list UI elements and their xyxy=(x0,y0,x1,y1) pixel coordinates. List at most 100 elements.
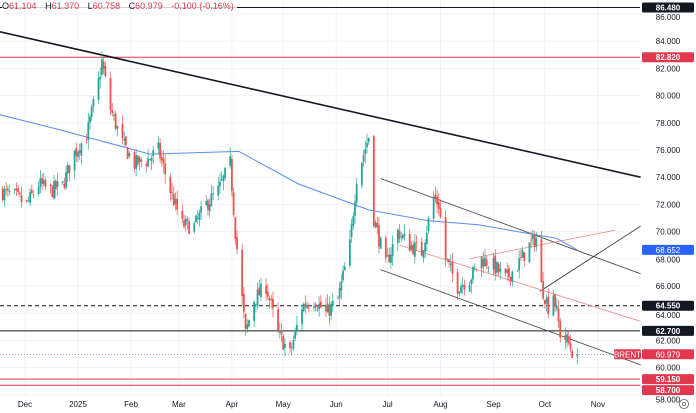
candle xyxy=(44,180,47,187)
candle xyxy=(343,266,346,271)
candle xyxy=(566,334,568,343)
candle xyxy=(162,158,165,164)
candle xyxy=(61,181,64,183)
trendline xyxy=(539,225,641,292)
level-label-bg xyxy=(642,374,694,385)
candle xyxy=(439,207,442,217)
candle xyxy=(376,223,379,228)
candle xyxy=(65,172,67,188)
candle xyxy=(372,136,375,226)
candle xyxy=(42,179,45,185)
candle xyxy=(557,308,560,322)
candle xyxy=(420,241,423,256)
candle xyxy=(328,304,331,316)
candle xyxy=(99,76,102,80)
candle xyxy=(543,300,546,305)
candle xyxy=(316,309,319,311)
candle xyxy=(229,156,232,166)
candle xyxy=(20,195,23,203)
y-tick-label: 62.000 xyxy=(656,336,681,345)
candle xyxy=(331,300,334,306)
candle xyxy=(542,281,545,299)
candle xyxy=(519,256,522,258)
candle xyxy=(256,289,259,307)
candle xyxy=(446,258,449,260)
price-label-bg xyxy=(642,349,694,360)
time-axis[interactable]: Dec 2025 Feb Mar Apr May Jun Jul Aug Sep Oct Nov xyxy=(18,400,605,409)
candle xyxy=(128,153,131,157)
candle xyxy=(232,192,235,215)
ma-label: 68.652 xyxy=(656,246,681,255)
y-tick-label: 74.000 xyxy=(656,173,681,182)
candle xyxy=(208,204,211,212)
candle xyxy=(552,295,555,316)
candle xyxy=(301,309,303,325)
x-tick-label: May xyxy=(276,400,291,409)
candle xyxy=(352,216,355,226)
candle xyxy=(496,262,498,273)
candle xyxy=(102,61,105,69)
candle xyxy=(400,236,403,237)
candle xyxy=(422,250,425,258)
candle xyxy=(458,291,461,294)
candle xyxy=(222,175,225,182)
open-value: O61.104 xyxy=(2,1,37,11)
candle xyxy=(448,259,450,263)
candle xyxy=(6,188,9,191)
candle xyxy=(338,287,341,299)
candle xyxy=(92,98,95,107)
candle xyxy=(148,159,151,160)
candle xyxy=(313,306,315,308)
candle xyxy=(242,293,245,313)
candle xyxy=(39,178,42,187)
candle xyxy=(282,335,285,350)
candle xyxy=(196,217,199,219)
candle xyxy=(248,320,250,327)
symbol-label: BRENT xyxy=(614,350,641,359)
candle xyxy=(207,200,209,210)
candle xyxy=(499,268,502,272)
level-label-bg xyxy=(642,52,694,63)
price-axis[interactable]: 58.000 60.000 62.000 64.000 66.000 68.000 70.0… xyxy=(656,13,681,405)
candle xyxy=(147,158,150,167)
level-label-bg xyxy=(642,2,694,13)
candle xyxy=(508,268,510,277)
y-tick-label: 68.000 xyxy=(656,255,681,264)
candle xyxy=(231,158,233,192)
candle xyxy=(472,267,474,280)
symbol-label-bg xyxy=(614,349,641,360)
candle xyxy=(260,283,262,297)
candle xyxy=(304,303,307,308)
candle xyxy=(326,303,329,313)
candle xyxy=(121,123,124,138)
candle xyxy=(535,238,538,247)
settings-icon[interactable] xyxy=(679,399,689,409)
candle xyxy=(124,136,127,146)
candle xyxy=(217,185,220,196)
candle xyxy=(53,181,55,199)
candle xyxy=(224,167,226,178)
candle xyxy=(559,321,562,338)
candle xyxy=(342,270,344,281)
x-tick-label: Jun xyxy=(330,400,343,409)
candle xyxy=(152,150,155,157)
candle xyxy=(473,267,476,269)
candle xyxy=(77,151,79,157)
candle xyxy=(384,237,387,258)
candle xyxy=(410,245,413,250)
candle xyxy=(30,189,33,193)
candle xyxy=(254,303,257,305)
y-tick-label: 58.000 xyxy=(656,396,681,405)
candle xyxy=(425,232,428,245)
candle xyxy=(17,188,20,192)
candle xyxy=(171,191,173,193)
candle xyxy=(198,212,201,220)
candle xyxy=(126,147,129,159)
candle xyxy=(241,249,244,297)
level-label: 86.480 xyxy=(656,3,681,12)
candle xyxy=(504,268,507,274)
candle xyxy=(362,154,365,162)
candle xyxy=(456,272,459,294)
candle xyxy=(104,66,107,77)
